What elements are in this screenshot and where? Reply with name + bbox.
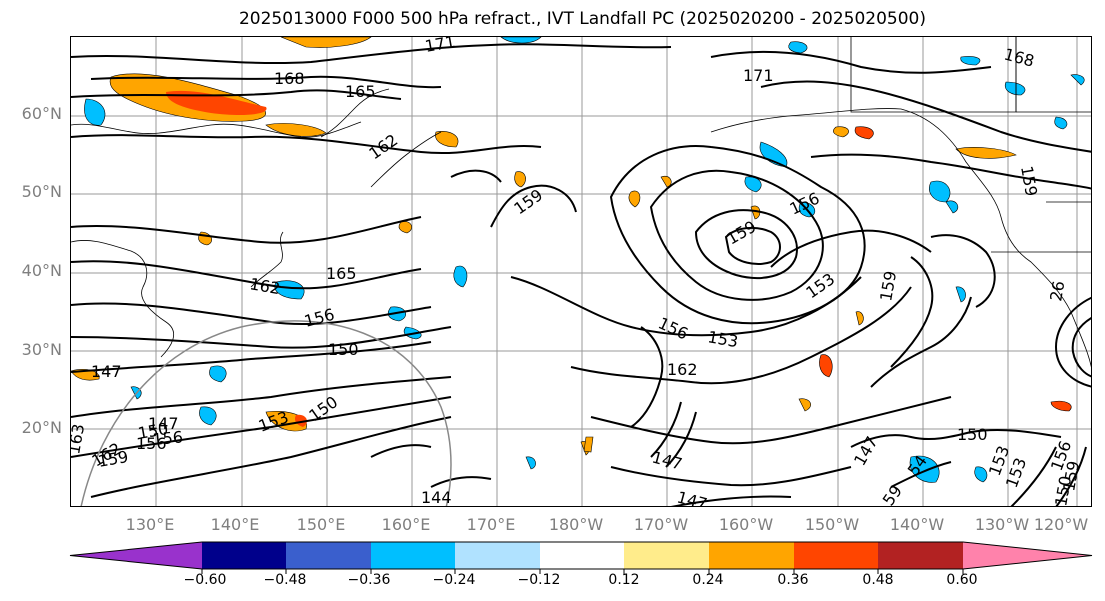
colorbar-segment: [371, 542, 455, 569]
contour-label: 165: [345, 82, 376, 101]
colorbar-segment: [540, 542, 624, 569]
contour-label: 150: [328, 340, 359, 359]
map-canvas: 171 168 165 162 159 156 153 150 147 144 …: [71, 37, 1091, 507]
colorbar-tick-label: 0.12: [608, 572, 640, 588]
contour-label: 147: [675, 488, 709, 507]
contour-label: 163: [71, 422, 88, 455]
contour-label: 162: [248, 274, 281, 298]
contour-label: 144: [421, 488, 452, 507]
contour-label: 171: [743, 66, 774, 85]
colorbar-segment: [624, 542, 709, 569]
colorbar-segment: [202, 542, 286, 569]
contour-label: 168: [274, 69, 305, 88]
colorbar-segment: [794, 542, 878, 569]
contour-label: 156: [655, 313, 691, 343]
graticule: [71, 37, 1091, 506]
contour-label: 147: [850, 433, 882, 469]
colorbar-segment: [709, 542, 794, 569]
coastlines: [71, 37, 1091, 368]
lat-label-30n: 30°N: [21, 340, 62, 359]
lon-label-120w: 120°W: [1033, 515, 1089, 534]
lat-label-50n: 50°N: [21, 182, 62, 201]
lon-label-170e: 170°E: [466, 515, 516, 534]
contour-label: 147: [148, 414, 179, 433]
map-title: 2025013000 F000 500 hPa refract., IVT La…: [238, 9, 926, 29]
lon-label-130e: 130°E: [125, 515, 175, 534]
contour-label: 153: [802, 269, 838, 302]
lon-label-170w: 170°W: [633, 515, 689, 534]
shaded-patches: [71, 37, 1085, 483]
colorbar-tick-label: −0.36: [347, 572, 391, 588]
contour-label: 156: [136, 434, 167, 453]
colorbar-tick-label: 0.36: [777, 572, 809, 588]
colorbar-segment: [286, 542, 371, 569]
colorbar-segment: [455, 542, 540, 569]
contours: [71, 43, 1091, 506]
range-circle: [80, 320, 452, 506]
colorbar-tick-label: −0.48: [263, 572, 307, 588]
contour-label: 171: [423, 37, 456, 56]
colorbar-tick-label: 0.60: [946, 572, 978, 588]
colorbar-segment: [963, 542, 1092, 569]
contour-label: 156: [302, 305, 336, 331]
lon-label-140w: 140°W: [889, 515, 945, 534]
lat-label-60n: 60°N: [21, 104, 62, 123]
contour-label: 150: [1051, 474, 1075, 507]
contour-label: 147: [91, 362, 122, 381]
lon-label-150e: 150°E: [296, 515, 346, 534]
map-panel: 171 168 165 162 159 156 153 150 147 144 …: [70, 36, 1092, 507]
contour-label: 165: [326, 264, 357, 283]
lon-label-160w: 160°W: [718, 515, 774, 534]
lon-label-160e: 160°E: [381, 515, 431, 534]
colorbar-tick-label: 0.24: [692, 572, 724, 588]
colorbar-tick-label: −0.60: [183, 572, 227, 588]
contour-label: 59: [879, 482, 906, 507]
contour-label: 162: [365, 130, 401, 163]
lon-label-130w: 130°W: [974, 515, 1030, 534]
contour-label: 168: [1002, 45, 1036, 71]
contour-label: 26: [1046, 279, 1068, 302]
contour-label: 159: [1017, 164, 1041, 197]
colorbar-tick-label: −0.12: [517, 572, 561, 588]
lat-label-40n: 40°N: [21, 261, 62, 280]
colorbar-segments: [69, 541, 1093, 570]
contour-label: 153: [706, 327, 739, 351]
colorbar-segment: [70, 542, 202, 569]
lon-label-180w: 180°W: [548, 515, 604, 534]
colorbar-ticks: [201, 569, 964, 574]
lon-label-140e: 140°E: [210, 515, 260, 534]
contour-label: 159: [510, 185, 546, 218]
contour-label: 159: [724, 217, 760, 249]
colorbar-tick-label: −0.24: [432, 572, 476, 588]
colorbar-segment: [878, 542, 963, 569]
contour-label: 150: [957, 425, 988, 444]
colorbar: [69, 541, 1093, 574]
lon-label-150w: 150°W: [804, 515, 860, 534]
contour-label: 156: [152, 427, 184, 449]
contour-label: 153: [256, 407, 291, 435]
contour-label: 162: [667, 360, 698, 379]
colorbar-tick-label: 0.48: [862, 572, 894, 588]
lat-label-20n: 20°N: [21, 418, 62, 437]
contour-label: 159: [876, 269, 900, 302]
